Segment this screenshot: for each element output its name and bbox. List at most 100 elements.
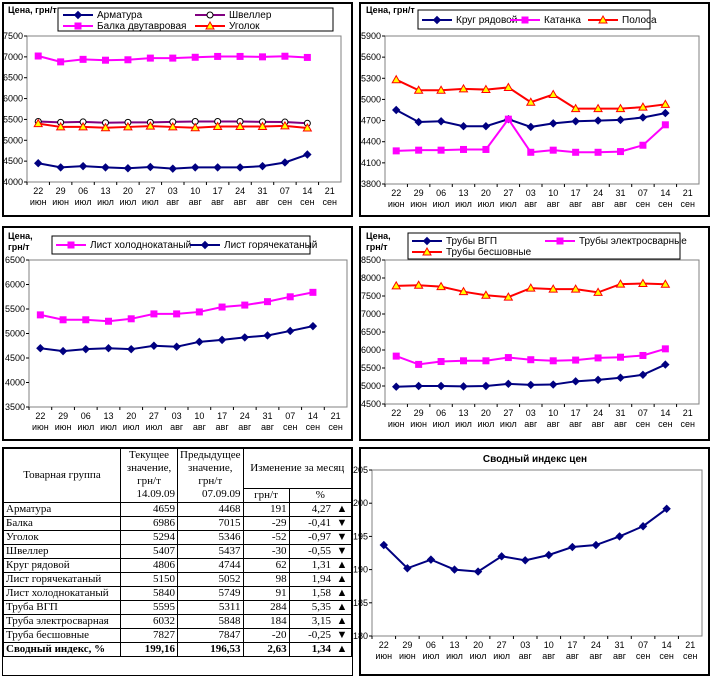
table-cell: 1,58 [288,585,333,601]
x-tick-label: 13 июл [100,411,117,432]
data-point [123,121,133,131]
x-tick-label: 07 сен [636,188,651,209]
x-tick-label: 29 июн [52,186,69,207]
y-tick-label: 4400 [361,137,381,147]
table-cell: 2,63 [242,641,290,657]
table-cell: 5407 [120,543,178,559]
table-cell: ▼ [333,543,352,559]
x-tick-label: 22 июн [375,640,392,661]
data-point [436,85,446,94]
legend-label: Полоса [622,15,657,26]
y-tick-label: 205 [353,465,368,475]
x-tick-label: 20 июл [478,188,495,209]
data-point [379,540,388,550]
y-tick-label: 5600 [361,52,381,62]
data-point [594,354,602,362]
data-point [638,278,648,288]
data-point [661,360,670,369]
data-point [660,279,671,288]
data-point [257,121,268,131]
data-point [190,122,201,132]
table-cell: 5840 [120,585,178,601]
table-cell: ▼ [333,515,352,531]
data-point [259,53,266,61]
data-point [437,146,445,154]
data-point [102,56,109,64]
legend-marker [67,241,75,249]
table-cell: Арматура [3,501,121,517]
table-cell: 7015 [177,515,244,531]
data-point [214,52,222,60]
table-cell: 98 [242,571,290,587]
x-tick-label: 13 июл [446,640,463,661]
data-point [549,146,557,154]
legend-marker [200,240,210,250]
x-tick-label: 22 июн [388,408,405,429]
x-tick-label: 31 авг [261,411,275,432]
x-tick-label: 06 июл [77,411,94,432]
header-current-date: 14.09.09 [120,488,178,503]
data-point [302,123,313,132]
x-tick-label: 20 июл [470,640,487,661]
data-point [436,381,446,391]
data-point [548,89,559,98]
x-tick-label: 17 авг [211,186,225,207]
data-point [568,542,577,552]
x-tick-label: 24 авг [592,408,606,429]
x-tick-label: 07 сен [278,186,293,207]
legend-label: Лист холоднокатаный [90,240,191,251]
data-point [594,148,602,156]
y-tick-label: 4100 [361,158,381,168]
legend-label: Лист горячекатаный [224,240,317,251]
table-cell: 4806 [120,557,178,573]
data-point [33,118,44,128]
x-tick-label: 07 сен [636,640,651,661]
data-point [482,357,490,365]
x-tick-label: 10 авг [547,188,561,209]
data-point [213,163,222,172]
data-point [195,337,204,347]
header-pct-unit: % [288,487,353,503]
x-tick-label: 29 июн [399,640,416,661]
table-cell: 5437 [177,543,244,559]
data-point [617,353,624,361]
data-point [146,54,154,62]
table-cell: -52 [242,529,290,545]
data-point [549,119,558,128]
y-axis-label: Цена, грн/т [366,231,391,252]
data-point [191,53,199,61]
table-cell: 5311 [177,599,244,615]
x-tick-label: 10 авг [193,411,207,432]
data-point [593,287,603,296]
x-tick-label: 27 июл [500,408,517,429]
table-cell: ▲ [333,613,352,629]
data-point [639,351,647,359]
x-tick-label: 14 сен [658,188,673,209]
table-cell: 62 [242,557,290,573]
y-tick-label: 5000 [3,135,23,145]
table-cell: ▼ [333,627,352,643]
data-point [504,115,512,123]
data-point [521,556,530,565]
data-point [145,121,156,130]
x-tick-label: 21 сен [683,640,698,661]
legend-label: Швеллер [229,10,272,21]
table-cell: 5150 [120,571,178,587]
table-cell: 5,35 [288,599,333,615]
data-point [525,97,536,106]
table-cell: 5294 [120,529,178,545]
x-tick-label: 27 июл [146,411,163,432]
x-tick-label: 22 июн [32,411,49,432]
table-cell: ▲ [333,599,352,615]
data-point [458,286,469,296]
table-cell: -0,25 [288,627,333,643]
data-point [392,352,400,360]
data-point [481,84,491,94]
header-previous: Предыдущее значение, грн/т [177,448,244,488]
data-point [571,117,580,126]
legend-label: Балка двутавровая [97,21,186,32]
legend-label: Катанка [544,15,581,26]
y-tick-label: 5300 [361,73,381,83]
y-tick-label: 200 [353,498,368,508]
x-tick-label: 24 авг [238,411,252,432]
